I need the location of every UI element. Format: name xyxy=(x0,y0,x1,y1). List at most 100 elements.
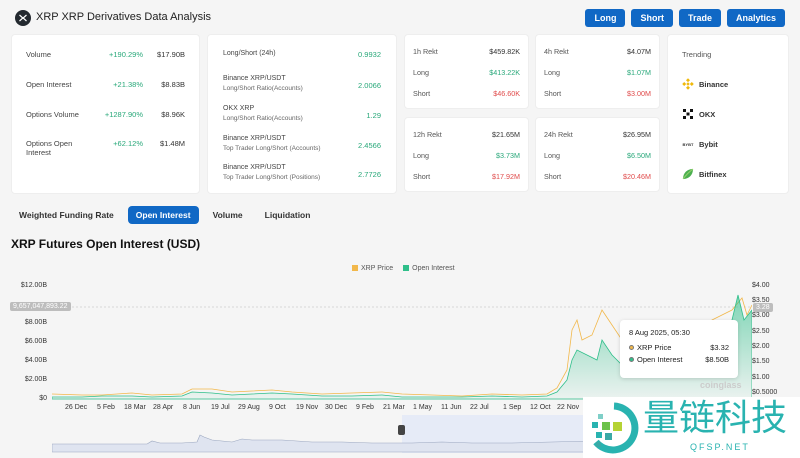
stat-change: +21.38% xyxy=(113,80,143,89)
rekt-label: 1h Rekt xyxy=(413,47,438,56)
price-dot-icon xyxy=(629,345,634,350)
trending-item-binance[interactable]: Binance xyxy=(682,78,728,90)
x-tick: 1 May xyxy=(413,404,433,411)
ratio-row: Long/Short (24h) 0.9932 xyxy=(223,50,381,59)
rekt-short-label: Short xyxy=(544,89,562,98)
x-tick: 28 Apr xyxy=(153,404,174,411)
rekt-1h-card: 1h Rekt $459.82K Long $413.22K Short $46.60… xyxy=(404,34,529,109)
ratio-row: Binance XRP/USDT Top Trader Long/Short (… xyxy=(223,164,381,181)
header: XRP XRP Derivatives Data Analysis Long S… xyxy=(0,0,800,34)
rekt-12h-card: 12h Rekt $21.65M Long $3.73M Short $17.92M xyxy=(404,117,529,192)
coinglass-watermark: coinglass xyxy=(700,380,742,390)
x-tick: 8 Jun xyxy=(183,404,201,411)
long-button[interactable]: Long xyxy=(585,9,626,27)
chart-legend: XRP Price Open Interest xyxy=(352,265,455,272)
legend-item-open-interest[interactable]: Open Interest xyxy=(403,265,455,272)
binance-icon xyxy=(682,78,694,90)
short-button[interactable]: Short xyxy=(631,9,673,27)
analytics-button[interactable]: Analytics xyxy=(726,9,785,27)
chart-title: XRP Futures Open Interest (USD) xyxy=(11,237,201,251)
trending-label: Binance xyxy=(699,79,729,89)
rekt-short-label: Short xyxy=(413,172,431,181)
chart-tabs: Weighted Funding Rate Open Interest Volu… xyxy=(11,206,318,224)
rekt-long-value: $3.73M xyxy=(496,151,520,160)
x-tick: 26 Dec xyxy=(65,404,88,411)
y-left-tick: $4.00B xyxy=(24,357,47,364)
stat-value: $1.48M xyxy=(159,139,185,148)
stat-value: $8.83B xyxy=(161,80,185,89)
y-left-tick: $12.00B xyxy=(20,282,47,289)
ratio-row: Binance XRP/USDT Long/Short Ratio(Accoun… xyxy=(223,75,381,92)
x-tick: 11 Jun xyxy=(441,404,462,411)
stat-label: Options Open Interest xyxy=(26,139,73,157)
rekt-short-value: $3.00M xyxy=(627,89,651,98)
y-left-tick: $2.00B xyxy=(24,376,47,383)
x-tick: 19 Nov xyxy=(296,404,319,411)
ratio-label: Binance XRP/USDT xyxy=(223,135,286,142)
tab-weighted-funding-rate[interactable]: Weighted Funding Rate xyxy=(11,206,122,224)
ratio-label: Binance XRP/USDT xyxy=(223,75,286,82)
market-stats-card: Volume +190.29% $17.90B Open Interest +2… xyxy=(11,34,200,194)
page-title: XRP XRP Derivatives Data Analysis xyxy=(36,11,212,23)
long-short-ratio-card: Long/Short (24h) 0.9932 Binance XRP/USDT… xyxy=(207,34,397,194)
rekt-label: 24h Rekt xyxy=(544,130,573,139)
y-right-tick: $2.00 xyxy=(752,343,770,350)
y-right-tick: $3.00 xyxy=(752,312,770,319)
range-handle-icon[interactable] xyxy=(398,425,405,435)
crosshair-left-value: 9,657,047,893.22 xyxy=(10,302,71,311)
trending-item-okx[interactable]: OKX xyxy=(682,108,715,120)
tooltip-date: 8 Aug 2025, 05:30 xyxy=(629,328,690,337)
ratio-value: 2.7726 xyxy=(358,170,381,179)
ratio-label: OKX XRP xyxy=(223,105,255,112)
stat-value: $17.90B xyxy=(157,50,185,59)
crosshair-right-value: 3.28 xyxy=(753,303,773,312)
ratio-sublabel: Top Trader Long/Short (Positions) xyxy=(223,174,321,181)
rekt-long-value: $1.07M xyxy=(627,68,651,77)
legend-label: Open Interest xyxy=(412,265,455,272)
bybit-icon: BYBT xyxy=(682,141,694,147)
rekt-short-label: Short xyxy=(544,172,562,181)
tab-open-interest[interactable]: Open Interest xyxy=(127,206,199,224)
trending-card: Trending Binance OKX BYBT Bybit Bitfinex xyxy=(667,34,789,194)
rekt-long-label: Long xyxy=(544,151,560,160)
y-right-tick: $1.00 xyxy=(752,374,770,381)
stat-change: +190.29% xyxy=(109,50,143,59)
legend-item-xrp-price[interactable]: XRP Price xyxy=(352,265,393,272)
rekt-total: $4.07M xyxy=(627,47,651,56)
watermark-text: 量链科技 xyxy=(643,398,788,439)
x-tick: 21 Mar xyxy=(383,404,405,411)
x-tick: 30 Dec xyxy=(325,404,348,411)
rekt-short-label: Short xyxy=(413,89,431,98)
rekt-long-value: $413.22K xyxy=(489,68,520,77)
x-tick: 9 Feb xyxy=(356,404,374,411)
y-left-tick: $8.00B xyxy=(24,319,47,326)
legend-label: XRP Price xyxy=(361,265,394,272)
ratio-value: 0.9932 xyxy=(358,50,381,59)
rekt-long-label: Long xyxy=(413,151,429,160)
tooltip-value: $3.32 xyxy=(710,343,729,352)
y-right-tick: $1.50 xyxy=(752,358,770,365)
x-tick: 19 Jul xyxy=(211,404,230,411)
tooltip-row-price: XRP Price $3.32 xyxy=(629,343,729,352)
trending-item-bitfinex[interactable]: Bitfinex xyxy=(682,168,727,180)
y-right-tick: $3.50 xyxy=(752,297,770,304)
trending-item-bybit[interactable]: BYBT Bybit xyxy=(682,138,718,150)
y-right-tick: $2.50 xyxy=(752,328,770,335)
rekt-label: 4h Rekt xyxy=(544,47,569,56)
tab-liquidation[interactable]: Liquidation xyxy=(257,206,319,224)
ratio-row: Binance XRP/USDT Top Trader Long/Short (… xyxy=(223,135,381,152)
bitfinex-icon xyxy=(682,168,694,180)
trending-title: Trending xyxy=(682,50,712,59)
x-tick: 22 Nov xyxy=(557,404,580,411)
header-actions: Long Short Trade Analytics xyxy=(585,9,785,27)
rekt-total: $459.82K xyxy=(489,47,520,56)
tooltip-label: Open Interest xyxy=(637,355,683,364)
ratio-sublabel: Long/Short Ratio(Accounts) xyxy=(223,85,303,92)
rekt-short-value: $20.46M xyxy=(623,172,651,181)
trade-button[interactable]: Trade xyxy=(678,9,721,27)
rekt-total: $26.95M xyxy=(623,130,651,139)
tab-volume[interactable]: Volume xyxy=(205,206,251,224)
x-tick: 1 Sep xyxy=(503,404,522,411)
rekt-24h-card: 24h Rekt $26.95M Long $6.50M Short $20.46M xyxy=(535,117,660,192)
stat-row: Options Open Interest +62.12% $1.48M xyxy=(26,139,185,157)
